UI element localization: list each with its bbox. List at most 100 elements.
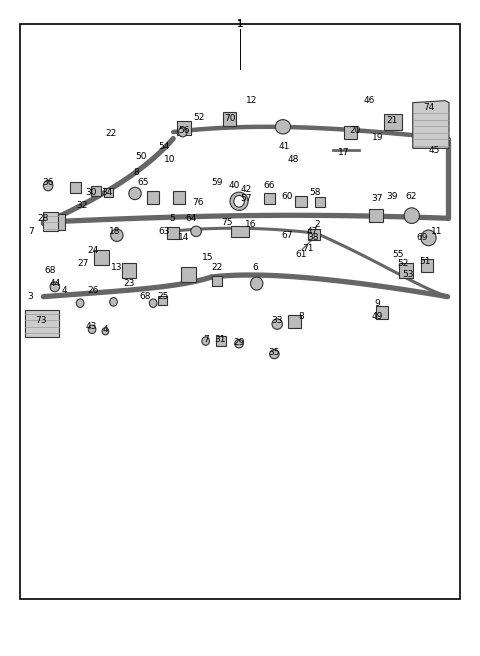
Ellipse shape <box>421 230 436 246</box>
Text: 51: 51 <box>420 257 431 266</box>
Text: 48: 48 <box>288 155 299 164</box>
Text: 41: 41 <box>278 142 289 151</box>
Ellipse shape <box>235 339 243 348</box>
Ellipse shape <box>43 180 53 191</box>
Text: 9: 9 <box>374 298 380 308</box>
Text: 36: 36 <box>42 178 54 188</box>
Text: 30: 30 <box>85 188 97 197</box>
Text: 76: 76 <box>192 198 204 207</box>
Ellipse shape <box>111 229 123 241</box>
Bar <box>181 266 196 282</box>
Polygon shape <box>413 100 449 148</box>
Bar <box>421 258 433 272</box>
Text: 38: 38 <box>307 234 318 242</box>
Text: 64: 64 <box>186 214 197 223</box>
Text: 7: 7 <box>28 227 34 236</box>
Text: 1: 1 <box>237 18 243 29</box>
Text: 19: 19 <box>372 133 383 142</box>
Bar <box>308 229 320 241</box>
Bar <box>94 250 109 265</box>
Ellipse shape <box>251 277 263 290</box>
Text: 16: 16 <box>245 220 256 230</box>
Text: 22: 22 <box>212 264 223 272</box>
Ellipse shape <box>404 208 420 224</box>
Text: 34: 34 <box>102 188 113 197</box>
Text: 54: 54 <box>158 142 169 151</box>
Text: 17: 17 <box>338 148 350 157</box>
Bar <box>70 182 81 193</box>
Text: 53: 53 <box>402 270 414 279</box>
Text: 25: 25 <box>157 292 168 301</box>
Text: 59: 59 <box>211 178 223 188</box>
Bar <box>50 215 65 230</box>
Text: 12: 12 <box>246 96 258 105</box>
Text: 46: 46 <box>363 96 374 105</box>
Ellipse shape <box>149 299 157 308</box>
Text: 68: 68 <box>44 266 56 275</box>
Bar <box>288 316 300 328</box>
Text: 8: 8 <box>133 168 139 177</box>
Text: 43: 43 <box>85 322 97 331</box>
Text: 52: 52 <box>194 113 205 122</box>
Text: 20: 20 <box>350 126 361 135</box>
Text: 39: 39 <box>386 192 397 201</box>
Ellipse shape <box>230 192 248 211</box>
Bar <box>167 227 180 239</box>
Text: 47: 47 <box>307 227 318 236</box>
Text: 8: 8 <box>298 312 304 321</box>
Text: 13: 13 <box>111 264 122 272</box>
Text: 3: 3 <box>27 292 33 301</box>
Bar <box>105 188 113 197</box>
Bar <box>147 191 159 203</box>
Text: 61: 61 <box>295 251 307 259</box>
Text: 18: 18 <box>109 227 120 236</box>
Ellipse shape <box>270 350 279 359</box>
Text: 62: 62 <box>405 192 417 201</box>
Text: 68: 68 <box>140 292 151 301</box>
Text: 74: 74 <box>423 103 434 112</box>
Text: 24: 24 <box>87 247 99 255</box>
Text: 32: 32 <box>76 201 87 210</box>
Text: 23: 23 <box>123 279 135 288</box>
Text: 4: 4 <box>61 285 67 295</box>
Ellipse shape <box>234 195 244 207</box>
Text: 21: 21 <box>386 115 397 125</box>
Bar <box>384 114 402 131</box>
Text: 66: 66 <box>264 181 276 190</box>
Text: 33: 33 <box>272 316 283 325</box>
Bar <box>212 276 222 286</box>
Bar <box>223 112 236 125</box>
Text: 71: 71 <box>302 244 313 253</box>
Text: 1: 1 <box>237 20 243 29</box>
Text: 58: 58 <box>310 188 321 197</box>
Text: 27: 27 <box>78 260 89 268</box>
Polygon shape <box>43 212 58 232</box>
Ellipse shape <box>129 187 141 199</box>
Text: 45: 45 <box>429 146 440 155</box>
Text: 44: 44 <box>49 279 60 288</box>
Bar <box>376 306 388 319</box>
Text: 40: 40 <box>228 181 240 190</box>
Text: 55: 55 <box>393 251 404 259</box>
Bar <box>399 263 413 277</box>
Text: 56: 56 <box>178 126 190 135</box>
Text: 49: 49 <box>372 312 383 321</box>
Bar <box>21 24 459 599</box>
Bar <box>173 191 185 204</box>
Bar <box>344 125 358 138</box>
Text: 67: 67 <box>281 231 292 239</box>
Text: 35: 35 <box>269 348 280 358</box>
Text: 29: 29 <box>233 338 245 347</box>
Text: 2: 2 <box>314 220 320 230</box>
Text: 31: 31 <box>214 335 226 344</box>
Bar <box>264 194 275 204</box>
Text: 63: 63 <box>159 227 170 236</box>
Text: 4: 4 <box>103 325 108 334</box>
Polygon shape <box>25 310 59 337</box>
Text: 11: 11 <box>431 227 443 236</box>
Ellipse shape <box>102 328 109 335</box>
Text: 60: 60 <box>281 192 292 201</box>
Ellipse shape <box>191 226 201 237</box>
Text: 22: 22 <box>106 129 117 138</box>
Text: 73: 73 <box>35 316 46 325</box>
